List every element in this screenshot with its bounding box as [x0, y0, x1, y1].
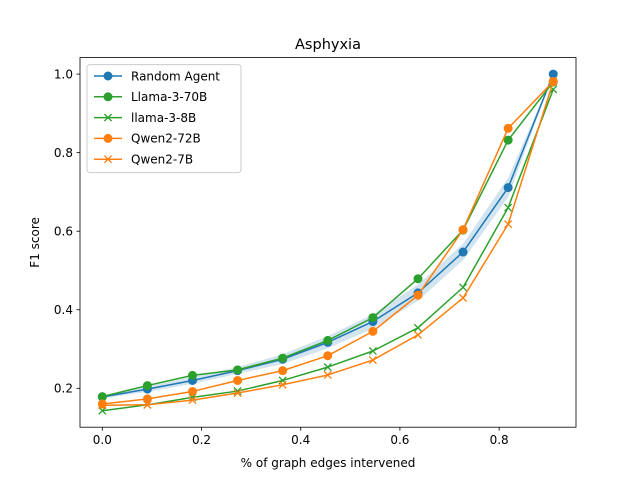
x-axis-label: % of graph edges intervened [241, 456, 416, 470]
legend-label-qwen2-7b: Qwen2-7B [131, 153, 193, 167]
legend-label-llama-3-8b: llama-3-8B [131, 111, 196, 125]
data-point-qwen2-7b [188, 396, 197, 405]
legend-marker-random-agent [103, 71, 113, 81]
data-point-qwen2-72b [458, 225, 468, 235]
legend-label-qwen2-72b: Qwen2-72B [131, 132, 201, 146]
y-tick-label: 0.4 [54, 303, 73, 317]
legend-marker-qwen2-72b [103, 133, 113, 143]
legend: Random Agent Llama-3-70B llama-3-8B Qwen2-7… [86, 64, 242, 174]
data-point-random-agent [503, 183, 513, 193]
data-point-llama-3-70b [142, 381, 152, 391]
legend-marker-llama-3-70b [103, 92, 113, 102]
y-axis-label: F1 score [28, 217, 42, 268]
data-point-qwen2-72b [142, 394, 152, 404]
series-layer [97, 69, 558, 415]
data-point-qwen2-7b [323, 370, 332, 380]
plot-frame [79, 57, 577, 428]
data-point-qwen2-72b [97, 399, 107, 409]
data-point-llama-3-70b [233, 365, 243, 375]
data-point-qwen2-72b [413, 290, 423, 300]
x-tick-label: 0.6 [390, 433, 409, 447]
data-point-llama-3-8b [323, 363, 332, 372]
y-tick-label: 0.8 [54, 146, 73, 160]
data-point-qwen2-7b [143, 400, 152, 409]
data-point-qwen2-7b [413, 330, 423, 339]
data-point-random-agent [458, 247, 468, 257]
x-tick-label: 0.2 [192, 433, 211, 447]
data-point-qwen2-7b [504, 220, 513, 229]
data-point-llama-3-70b [97, 392, 107, 402]
data-point-qwen2-7b [459, 293, 468, 303]
x-axis-ticks: 0.0 0.2 0.4 0.6 0.8 [93, 427, 509, 447]
data-point-llama-3-8b [368, 346, 377, 356]
data-point-llama-3-70b [368, 313, 378, 323]
data-point-qwen2-7b [549, 77, 558, 86]
data-point-qwen2-72b [187, 386, 197, 396]
x-tick-label: 0.4 [291, 433, 310, 447]
data-point-qwen2-72b [278, 366, 288, 376]
y-tick-label: 0.6 [54, 225, 73, 239]
y-tick-label: 1.0 [54, 67, 73, 81]
data-point-qwen2-72b [368, 326, 378, 336]
data-point-llama-3-70b [187, 370, 197, 380]
data-point-llama-3-70b [503, 135, 513, 145]
data-point-llama-3-8b [413, 323, 423, 332]
data-point-random-agent [548, 69, 558, 79]
legend-label-llama-3-70b: Llama-3-70B [131, 90, 207, 104]
y-tick-label: 0.2 [54, 382, 73, 396]
chart-title: Asphyxia [295, 37, 361, 53]
data-point-qwen2-7b [278, 380, 287, 389]
data-point-qwen2-7b [368, 355, 377, 365]
legend-marker-qwen2-7b [103, 155, 113, 164]
data-point-qwen2-7b [233, 388, 242, 398]
data-point-llama-3-8b [459, 283, 468, 292]
data-point-qwen2-7b [98, 401, 107, 410]
series-qwen2-7b [98, 77, 558, 410]
data-point-qwen2-72b [323, 351, 333, 361]
data-point-llama-3-70b [323, 335, 333, 345]
legend-marker-llama-3-8b [103, 113, 113, 122]
x-tick-label: 0.0 [93, 433, 112, 447]
series-qwen2-72b [97, 77, 558, 409]
y-axis-ticks: 0.2 0.4 0.6 0.8 1.0 [54, 67, 80, 396]
legend-frame [86, 64, 242, 174]
x-tick-label: 0.8 [490, 433, 509, 447]
data-point-qwen2-72b [503, 123, 513, 133]
data-point-llama-3-70b [413, 274, 423, 284]
legend-label-random-agent: Random Agent [131, 69, 220, 83]
data-point-llama-3-70b [278, 353, 288, 363]
data-point-llama-3-8b [504, 203, 513, 212]
data-point-qwen2-72b [233, 375, 243, 385]
